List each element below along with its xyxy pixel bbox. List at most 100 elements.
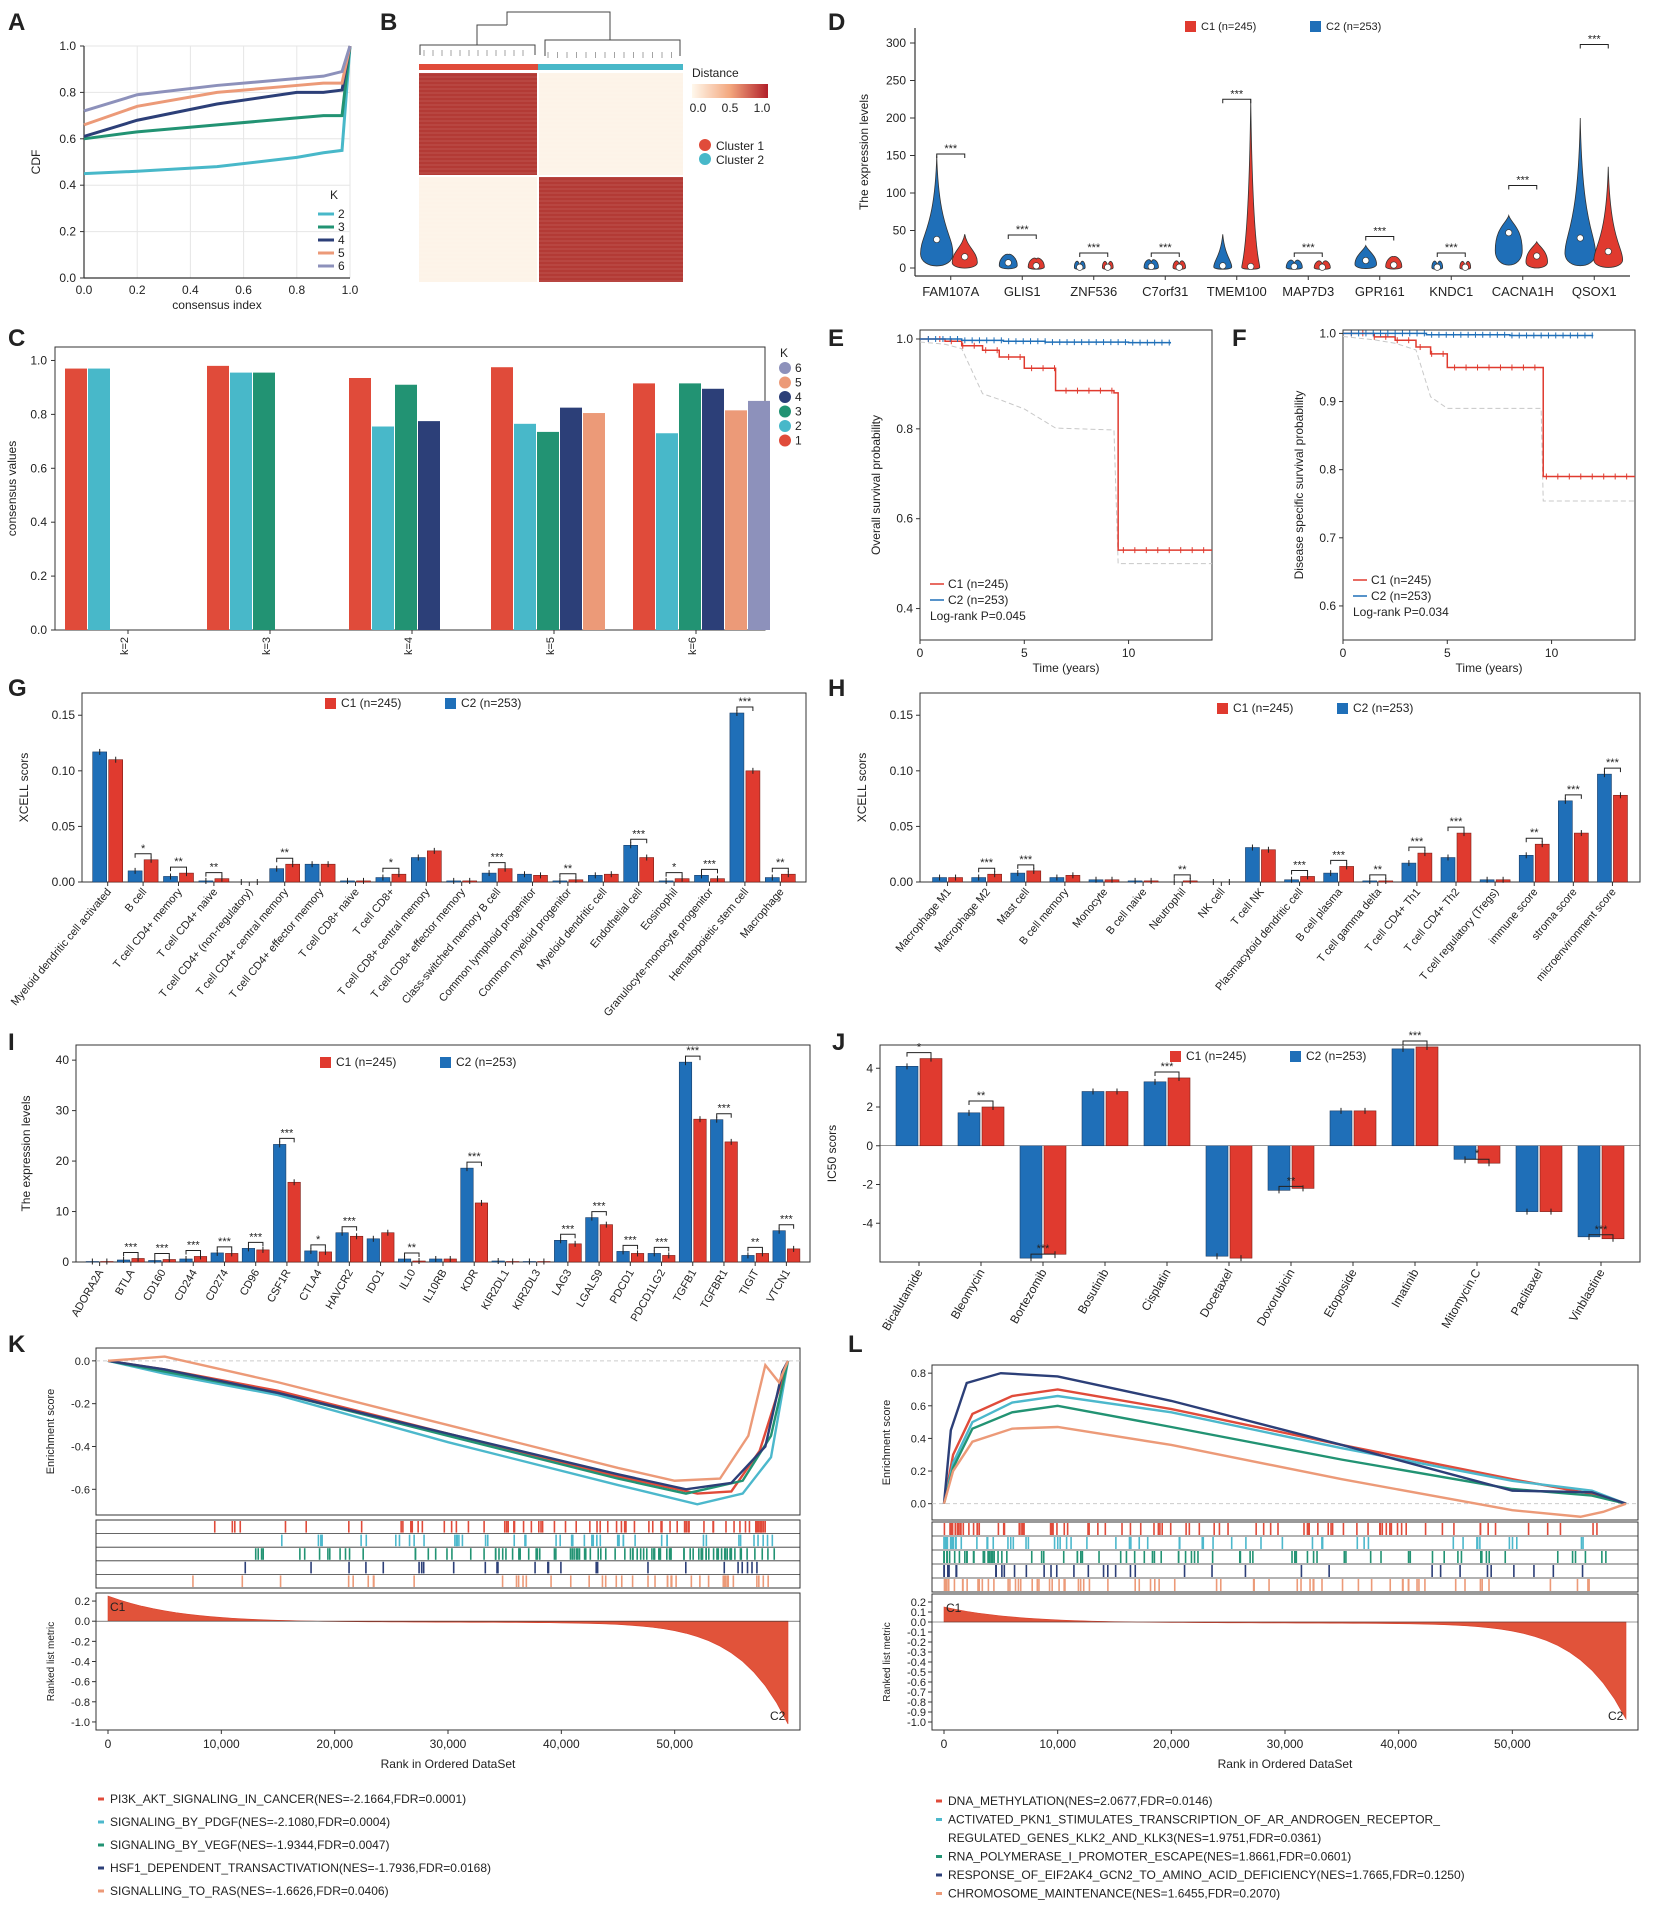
y-tick-label: 0.0	[59, 271, 76, 285]
y-tick-label: 150	[886, 149, 906, 163]
y-tick-label: -0.5	[907, 1667, 926, 1679]
y-tick-label: 0.6	[1319, 599, 1336, 613]
x-tick-label: ZNF536	[1070, 284, 1117, 299]
y-tick-label: 1.0	[1319, 326, 1336, 340]
dendrogram-branch	[419, 44, 536, 55]
y-axis-label: Ranked list metric	[46, 1622, 57, 1701]
legend-label: ACTIVATED_PKN1_STIMULATES_TRANSCRIPTION_…	[948, 1813, 1440, 1827]
panel-letter: D	[828, 9, 845, 36]
legend-label: C1 (n=245)	[948, 577, 1008, 591]
bar-c2	[1597, 773, 1612, 883]
bracket-line	[1369, 874, 1387, 879]
significance-label: ***	[187, 1239, 201, 1251]
legend-label: PI3K_AKT_SIGNALING_IN_CANCER(NES=-2.1664…	[110, 1792, 466, 1806]
significance-bracket: *	[1464, 1148, 1490, 1164]
x-tick-label: LGALS9	[574, 1268, 605, 1310]
consensus-bar-k3	[395, 384, 417, 630]
significance-label: ***	[218, 1236, 232, 1248]
x-tick-label: k=3	[261, 637, 273, 655]
consensus-bar-k1	[633, 383, 655, 630]
panel-letter: E	[828, 325, 844, 352]
bar-c1	[981, 1106, 1005, 1147]
legend-label: 5	[795, 376, 802, 390]
legend-swatch	[1170, 1051, 1181, 1062]
x-tick-label: Mast cell	[995, 886, 1032, 927]
significance-bracket: ***	[622, 1234, 639, 1250]
heatmap-block-12	[538, 73, 683, 176]
y-tick-label: 0.2	[911, 1597, 926, 1609]
bracket-line	[170, 866, 187, 872]
y-tick-label: 0.6	[30, 461, 47, 475]
panel-letter: J	[832, 1029, 845, 1056]
x-tick-label: Bicalutamide	[879, 1266, 926, 1333]
legend-swatch	[445, 698, 456, 709]
significance-label: *	[141, 843, 146, 855]
y-tick-label: 0	[866, 1139, 873, 1153]
significance-label: ***	[1567, 784, 1581, 796]
y-tick-label: 2	[866, 1100, 873, 1114]
bar-c2	[366, 1238, 380, 1263]
y-tick-label: 0.0	[911, 1499, 926, 1511]
legend-swatch	[325, 698, 336, 709]
y-tick-label: 0.4	[59, 178, 76, 192]
x-tick-label: k=4	[403, 637, 415, 655]
bracket-line	[622, 1244, 639, 1250]
bar-c1	[693, 1118, 707, 1263]
bracket-line	[1464, 1158, 1490, 1164]
significance-bracket: ***	[1603, 757, 1621, 773]
panel-letter: G	[8, 675, 27, 702]
plot-frame	[81, 692, 807, 883]
survival-curve-c1	[1343, 332, 1635, 478]
significance-label: ***	[1409, 1030, 1423, 1042]
legend-label: C2 (n=253)	[1326, 21, 1381, 33]
x-tick-label: Mitomycin.C	[1438, 1266, 1483, 1330]
significance-bracket: **	[404, 1242, 420, 1257]
y-tick-label: 0.0	[911, 1617, 926, 1629]
x-tick-label: k=2	[119, 637, 131, 655]
consensus-bar-k5	[583, 413, 605, 630]
bar-c2	[729, 712, 745, 883]
median-dot	[1104, 263, 1112, 271]
x-axis-label: Rank in Ordered DataSet	[381, 1757, 516, 1771]
significance-label: **	[280, 847, 289, 859]
panel-letter: B	[380, 9, 397, 36]
significance-label: ***	[1230, 88, 1244, 100]
bar-c1	[474, 1202, 489, 1263]
violin-c2	[1494, 214, 1523, 266]
bracket-line	[1278, 1185, 1304, 1191]
y-axis-label: Disease specific survival probability	[1292, 391, 1306, 580]
median-dot	[1032, 262, 1040, 270]
significance-bracket: ***	[1007, 224, 1037, 239]
significance-label: ***	[124, 1241, 138, 1253]
x-tick-label: LAG3	[550, 1268, 574, 1298]
significance-bracket: **	[1278, 1175, 1304, 1191]
y-tick-label: -0.7	[907, 1687, 926, 1699]
y-tick-label: 0.00	[52, 875, 76, 889]
es-frame	[931, 1364, 1639, 1521]
cluster-legend-label: Cluster 2	[716, 153, 764, 167]
violin-c2	[1564, 117, 1596, 266]
bar-c1	[599, 1224, 613, 1263]
bracket-line	[1079, 252, 1109, 257]
y-tick-label: 0.8	[30, 407, 47, 421]
significance-bracket: *	[382, 857, 400, 873]
bar-c2	[1391, 1048, 1415, 1147]
significance-label: ***	[944, 143, 958, 155]
y-axis-label: The expression levels	[857, 94, 871, 210]
dendrogram-branch	[506, 11, 611, 25]
legend-label: 2	[338, 207, 345, 221]
consensus-bar-k2	[656, 433, 678, 630]
y-tick-label: 1.0	[30, 353, 47, 367]
bracket-line	[154, 1252, 170, 1258]
confidence-band	[919, 341, 1212, 565]
bracket-line	[1150, 252, 1180, 257]
x-tick-label: 1.0	[342, 283, 359, 297]
significance-label: *	[1475, 1148, 1480, 1160]
legend-label: C1 (n=245)	[1186, 1049, 1246, 1063]
bracket-line	[716, 1113, 732, 1118]
significance-label: ***	[280, 1127, 294, 1139]
x-tick-label: Myeloid dendritic cell activated	[9, 886, 114, 1008]
legend-label: DNA_METHYLATION(NES=2.0677,FDR=0.0146)	[948, 1794, 1213, 1808]
consensus-bar-k1	[491, 367, 513, 630]
hits-frame	[931, 1521, 1639, 1593]
